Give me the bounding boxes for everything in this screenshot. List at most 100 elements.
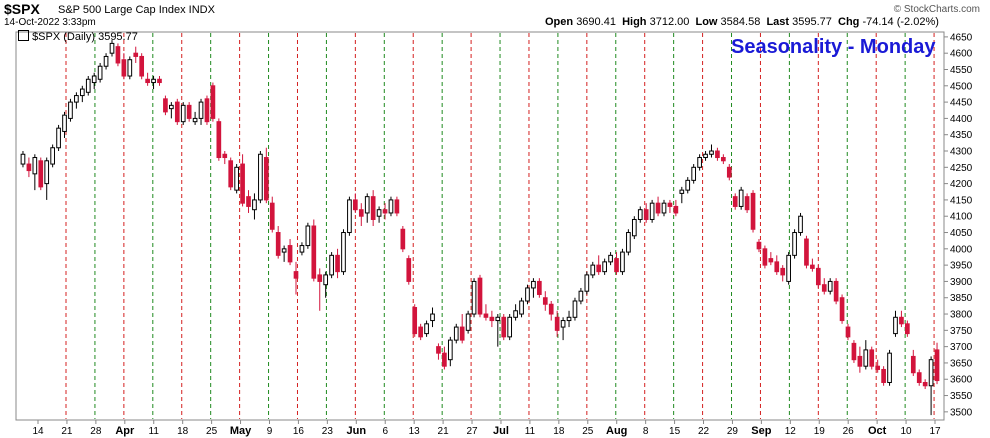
candle-body [792, 232, 797, 256]
candle-body [412, 307, 418, 335]
x-tick-label: 19 [814, 426, 826, 437]
last-label: Last [766, 16, 790, 28]
candles [20, 40, 940, 416]
legend-text: $SPX (Daily) 3595.77 [32, 31, 138, 43]
candle [715, 147, 720, 161]
candle-body [157, 78, 162, 84]
candle-body [299, 245, 305, 253]
candle [916, 369, 922, 386]
candle-body [62, 114, 67, 132]
candle-body [263, 157, 269, 201]
candle-body [483, 313, 489, 318]
candle [643, 203, 649, 223]
candle [240, 154, 245, 207]
candle [44, 157, 50, 200]
candle-body [394, 199, 400, 214]
x-tick-label: 26 [843, 426, 855, 437]
candle-body [103, 55, 109, 67]
y-tick-label: 3950 [950, 261, 973, 272]
candle [246, 190, 251, 213]
candle-body [305, 225, 311, 247]
candle [453, 323, 459, 344]
candle [810, 258, 815, 272]
candle [299, 242, 305, 256]
candle [507, 314, 513, 341]
candle-body [364, 196, 370, 214]
candle-body [649, 202, 655, 220]
x-tick-label: Aug [606, 425, 627, 437]
candle-body [127, 59, 133, 77]
candle-body [347, 199, 352, 234]
candle-body [139, 55, 145, 77]
candle [459, 314, 465, 344]
candle-body [442, 352, 447, 367]
y-tick-label: 4400 [950, 114, 973, 125]
candle-body [821, 284, 827, 292]
candle [382, 203, 388, 220]
candle-body [810, 264, 815, 269]
candle-body [376, 209, 382, 217]
candle [762, 245, 768, 269]
candle [430, 307, 435, 328]
candle [608, 252, 613, 266]
candle [489, 310, 495, 328]
candle-body [869, 349, 875, 367]
candle-body [756, 241, 762, 250]
y-tick-label: 3550 [950, 391, 973, 402]
candle [447, 336, 453, 367]
candle-body [317, 274, 323, 282]
candle-body [833, 280, 839, 302]
x-tick-label: 14 [32, 426, 44, 437]
candle [905, 320, 910, 337]
candle [293, 261, 299, 295]
week-gridlines [65, 33, 935, 419]
candle-body [115, 46, 121, 64]
candle-body [655, 202, 661, 214]
y-tick-label: 4600 [950, 49, 973, 60]
candle-body [501, 316, 507, 338]
candle [364, 193, 370, 223]
candle-body [281, 248, 287, 253]
series-legend: $SPX (Daily) 3595.77 [18, 30, 138, 43]
low-label: Low [695, 16, 718, 28]
candle [875, 359, 881, 373]
candle-body [578, 290, 584, 302]
candle-body [430, 313, 435, 322]
candle-body [590, 264, 596, 276]
candle [537, 278, 542, 298]
candle [691, 164, 697, 184]
candle-body [258, 153, 263, 201]
candle [566, 310, 572, 328]
x-tick-label: 21 [61, 426, 73, 437]
symbol-description: S&P 500 Large Cap Index INDX [58, 4, 215, 16]
y-tick-label: 3850 [950, 293, 973, 304]
candle-body [875, 365, 881, 370]
candle-body [246, 196, 251, 207]
candle-body [453, 326, 459, 341]
candle-body [121, 59, 127, 77]
candle [394, 196, 400, 217]
candle [412, 304, 418, 337]
candle-body [804, 238, 809, 266]
y-tick-label: 4300 [950, 147, 973, 158]
x-tick-label: 25 [582, 426, 594, 437]
candle [198, 98, 204, 125]
low-value: 3584.58 [720, 16, 761, 28]
candle-body [269, 202, 275, 230]
x-tick-label: 17 [929, 426, 941, 437]
x-tick-label: Sep [751, 425, 771, 437]
candle [804, 235, 809, 269]
candle [780, 265, 786, 282]
candle [839, 294, 845, 324]
candle-body [691, 166, 697, 181]
chg-value: -74.14 (-2.02%) [862, 16, 939, 28]
candle-body [887, 352, 892, 384]
candle-body [495, 316, 501, 322]
candle [910, 349, 916, 376]
candle [893, 310, 898, 337]
candle-body [738, 189, 744, 207]
x-tick-label: 29 [727, 426, 739, 437]
candle [744, 193, 750, 213]
candle-body [228, 160, 234, 188]
x-tick-label: 6 [382, 426, 388, 437]
